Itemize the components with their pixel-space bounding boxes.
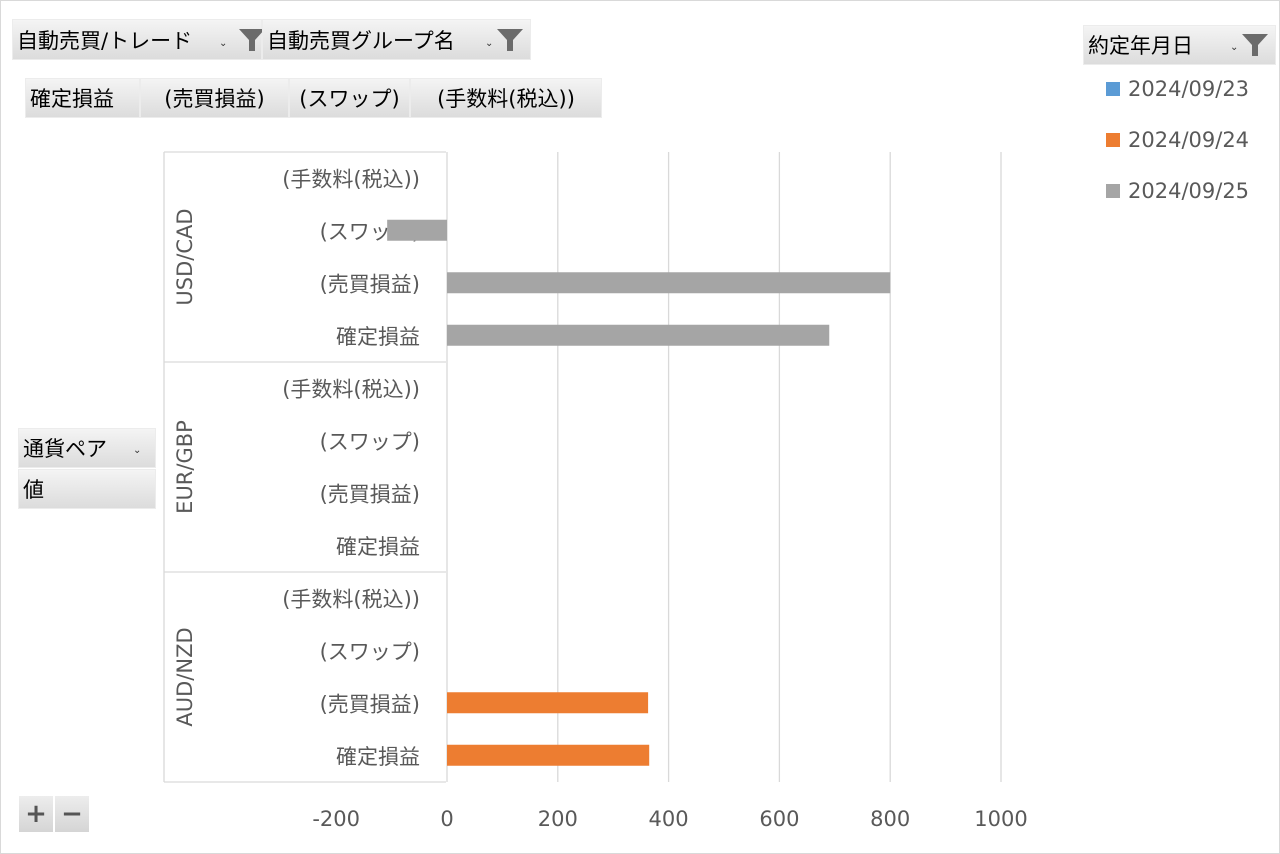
collapse-button[interactable]: − bbox=[55, 796, 89, 832]
category-label: (スワップ) bbox=[320, 430, 420, 454]
legend-entry[interactable]: 2024/09/24 bbox=[1106, 128, 1249, 152]
legend-entry[interactable]: 2024/09/23 bbox=[1106, 77, 1249, 101]
dropdown-arrow-icon: ⌄ bbox=[133, 445, 142, 456]
legend-label: 2024/09/25 bbox=[1128, 179, 1250, 203]
value-field-fee-button[interactable]: (手数料(税込)) bbox=[410, 78, 602, 118]
legend-entry[interactable]: 2024/09/25 bbox=[1106, 179, 1249, 203]
row-field-pair-button[interactable]: 通貨ペア ⌄ bbox=[18, 428, 156, 468]
filter-icon bbox=[497, 29, 523, 51]
bar bbox=[447, 324, 830, 346]
category-label: (売買損益) bbox=[320, 692, 420, 716]
value-field-label: (売買損益) bbox=[164, 87, 265, 111]
legend-swatch bbox=[1106, 82, 1120, 96]
group-label: EUR/GBP bbox=[173, 420, 197, 514]
x-tick-label: 0 bbox=[440, 807, 453, 831]
legend-label: 2024/09/24 bbox=[1128, 128, 1250, 152]
x-tick-label: -200 bbox=[312, 807, 360, 831]
row-field-value-button[interactable]: 値 bbox=[18, 469, 156, 509]
dropdown-arrow-icon: ⌄ bbox=[485, 38, 494, 49]
x-tick-label: 600 bbox=[759, 807, 799, 831]
category-label: (売買損益) bbox=[320, 482, 420, 506]
legend-swatch bbox=[1106, 184, 1120, 198]
value-field-label: (スワップ) bbox=[299, 87, 400, 111]
x-tick-label: 400 bbox=[649, 807, 689, 831]
legend-field-date-label: 約定年月日 bbox=[1088, 34, 1193, 58]
category-label: (手数料(税込)) bbox=[282, 587, 420, 611]
dropdown-arrow-icon: ⌄ bbox=[219, 38, 228, 49]
group-label: USD/CAD bbox=[173, 208, 197, 305]
row-field-pair-label: 通貨ペア bbox=[23, 437, 107, 461]
dropdown-arrow-icon: ⌄ bbox=[1230, 42, 1239, 53]
category-label: 確定損益 bbox=[336, 535, 420, 559]
filter-icon bbox=[1242, 34, 1268, 56]
filter-auto-group-button[interactable]: 自動売買グループ名 ⌄ bbox=[262, 19, 531, 60]
category-label: (スワップ) bbox=[320, 640, 420, 664]
x-tick-label: 800 bbox=[870, 807, 910, 831]
bar bbox=[447, 272, 891, 294]
x-tick-label: 200 bbox=[538, 807, 578, 831]
value-field-kakutei-button[interactable]: 確定損益 bbox=[25, 78, 140, 118]
group-label: AUD/NZD bbox=[173, 627, 197, 726]
value-field-label: 確定損益 bbox=[30, 87, 114, 111]
category-label: 確定損益 bbox=[336, 745, 420, 769]
legend-swatch bbox=[1106, 133, 1120, 147]
category-label: (手数料(税込)) bbox=[282, 377, 420, 401]
category-label: (売買損益) bbox=[320, 272, 420, 296]
bar bbox=[447, 692, 649, 714]
filter-auto-trade-button[interactable]: 自動売買/トレード ⌄ bbox=[12, 19, 265, 60]
bar bbox=[387, 219, 447, 241]
category-label: (手数料(税込)) bbox=[282, 167, 420, 191]
legend-label: 2024/09/23 bbox=[1128, 77, 1250, 101]
bar bbox=[447, 744, 650, 766]
filter-auto-trade-label: 自動売買/トレード bbox=[17, 28, 193, 53]
filter-auto-group-label: 自動売買グループ名 bbox=[267, 28, 455, 53]
legend-field-date-button[interactable]: 約定年月日 ⌄ bbox=[1083, 25, 1276, 65]
category-label: 確定損益 bbox=[336, 325, 420, 349]
row-field-value-label: 値 bbox=[23, 478, 44, 502]
filter-icon bbox=[239, 29, 265, 51]
value-field-label: (手数料(税込)) bbox=[437, 87, 575, 111]
value-field-baibai-button[interactable]: (売買損益) bbox=[140, 78, 289, 118]
value-field-swap-button[interactable]: (スワップ) bbox=[289, 78, 410, 118]
expand-button[interactable]: + bbox=[19, 796, 53, 832]
x-tick-label: 1000 bbox=[974, 807, 1027, 831]
